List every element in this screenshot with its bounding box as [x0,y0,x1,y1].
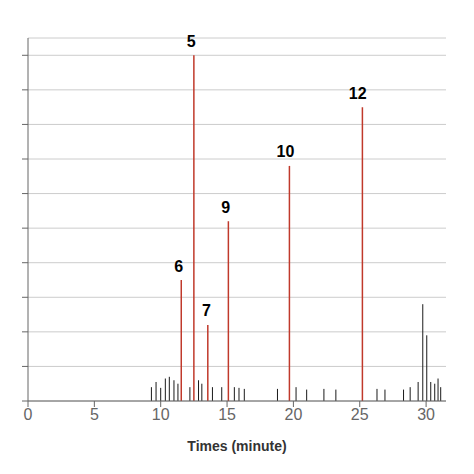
svg-text:5: 5 [90,406,99,423]
svg-text:7: 7 [202,302,211,319]
svg-text:15: 15 [218,406,236,423]
svg-text:30: 30 [417,406,435,423]
svg-text:12: 12 [349,85,367,102]
svg-text:10: 10 [277,143,295,160]
svg-text:20: 20 [284,406,302,423]
svg-text:10: 10 [152,406,170,423]
svg-text:5: 5 [187,33,196,50]
svg-text:0: 0 [24,406,33,423]
svg-text:Times (minute): Times (minute) [187,438,286,454]
svg-text:9: 9 [221,199,230,216]
svg-text:6: 6 [174,258,183,275]
svg-text:25: 25 [351,406,369,423]
